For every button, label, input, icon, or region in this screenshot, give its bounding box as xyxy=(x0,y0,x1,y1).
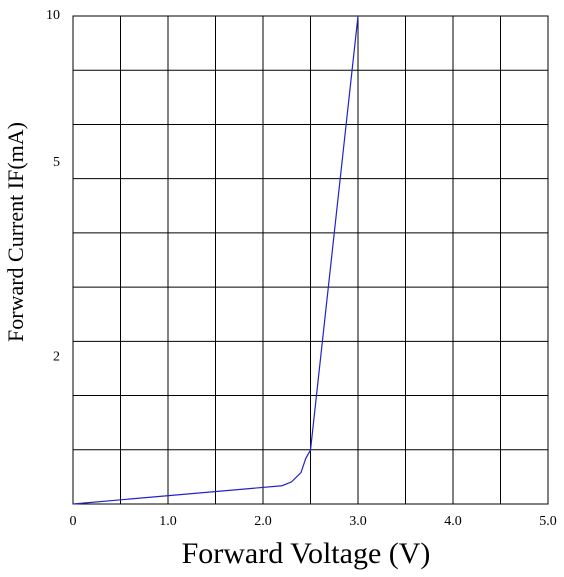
y-axis-title: Forward Current IF(mA) xyxy=(3,122,28,342)
x-tick-label: 4.0 xyxy=(444,514,462,529)
x-tick-label: 2.0 xyxy=(254,514,272,529)
y-tick-label: 2 xyxy=(53,349,60,364)
x-tick-label: 3.0 xyxy=(349,514,367,529)
x-tick-label: 0 xyxy=(70,514,77,529)
x-tick-label: 5.0 xyxy=(539,514,557,529)
y-tick-label: 5 xyxy=(53,155,60,170)
x-tick-label: 1.0 xyxy=(159,514,177,529)
data-line xyxy=(72,15,359,505)
x-axis-title: Forward Voltage (V) xyxy=(182,537,431,570)
plot-grid xyxy=(72,15,549,505)
y-tick-label: 10 xyxy=(46,8,60,23)
